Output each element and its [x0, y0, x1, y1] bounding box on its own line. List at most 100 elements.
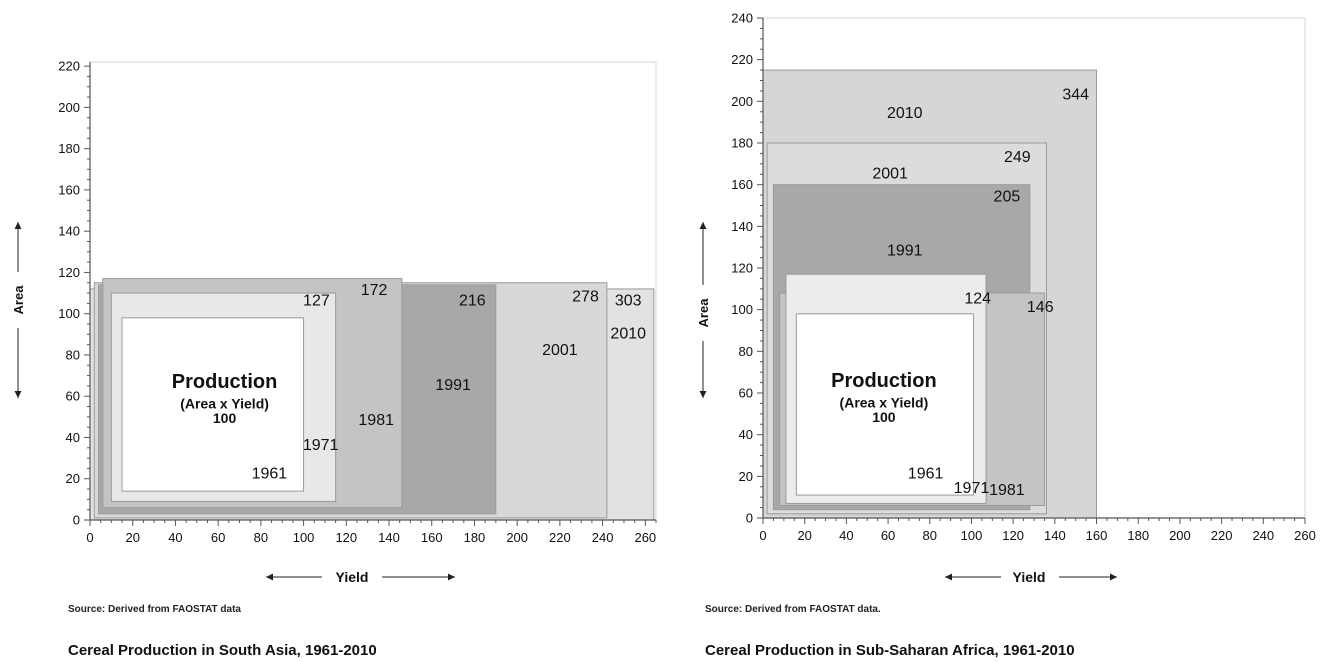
- source-note: Source: Derived from FAOSTAT data: [68, 604, 241, 615]
- year-label-2001: 2001: [542, 342, 578, 359]
- y-tick-label: 240: [731, 11, 753, 26]
- production-rect-1961: [121, 317, 305, 492]
- arrow-down-icon: [14, 391, 22, 398]
- index-label-2010: 344: [1062, 86, 1089, 103]
- x-tick-label: 200: [506, 530, 528, 545]
- chart-sub-saharan-africa: 0 20 40 60 80 100 120 140 160 180 200 220 240 260 0 20 4…: [696, 11, 1316, 586]
- y-tick-label: 140: [731, 219, 753, 234]
- arrow-left-icon: [266, 573, 273, 581]
- y-tick-label: 160: [731, 177, 753, 192]
- y-tick-label: 120: [731, 261, 753, 276]
- index-label-1991: 205: [994, 188, 1021, 205]
- production-base-label: 100: [213, 410, 237, 426]
- x-tick-label: 140: [1044, 528, 1066, 543]
- year-label-2001: 2001: [872, 165, 908, 182]
- x-tick-label: 0: [86, 530, 93, 545]
- x-tick-label: 100: [961, 528, 983, 543]
- year-label-1991: 1991: [435, 377, 471, 394]
- y-axis-label: Area: [11, 285, 26, 315]
- arrow-up-icon: [699, 222, 707, 229]
- y-tick-label: 100: [731, 302, 753, 317]
- x-tick-label: 60: [881, 528, 895, 543]
- index-label-1971: 127: [303, 292, 330, 309]
- year-label-1971: 1971: [954, 480, 990, 497]
- production-label: Production: [172, 371, 278, 393]
- year-label-1961: 1961: [252, 466, 288, 483]
- y-tick-label: 200: [58, 100, 80, 115]
- x-tick-label: 260: [634, 530, 656, 545]
- index-label-2001: 249: [1004, 149, 1031, 166]
- x-tick-label: 240: [1252, 528, 1274, 543]
- production-label: Production: [831, 370, 937, 392]
- x-tick-label: 20: [125, 530, 139, 545]
- x-tick-label: 80: [254, 530, 268, 545]
- x-tick-label: 220: [549, 530, 571, 545]
- index-label-1981: 172: [361, 282, 388, 299]
- x-tick-label: 100: [293, 530, 315, 545]
- y-axis-label: Area: [696, 298, 711, 328]
- x-tick-label: 180: [464, 530, 486, 545]
- y-tick-label: 140: [58, 224, 80, 239]
- index-label-1991: 216: [459, 292, 486, 309]
- x-tick-label: 160: [421, 530, 443, 545]
- arrow-down-icon: [699, 391, 707, 398]
- x-tick-label: 160: [1086, 528, 1108, 543]
- year-label-1981: 1981: [358, 412, 394, 429]
- production-rect-1961: [795, 313, 975, 496]
- x-tick-label: 120: [335, 530, 357, 545]
- y-tick-label: 60: [739, 386, 753, 401]
- y-tick-label: 20: [66, 471, 80, 486]
- index-label-2010: 303: [615, 292, 642, 309]
- y-tick-label: 80: [739, 344, 753, 359]
- production-sublabel: (Area x Yield): [840, 395, 929, 411]
- index-label-2001: 278: [572, 288, 599, 305]
- x-tick-label: 40: [168, 530, 182, 545]
- arrow-left-icon: [945, 573, 952, 581]
- year-label-2010: 2010: [610, 325, 646, 342]
- y-tick-label: 200: [731, 94, 753, 109]
- year-label-1971: 1971: [303, 437, 339, 454]
- x-tick-label: 40: [839, 528, 853, 543]
- y-tick-label: 180: [58, 141, 80, 156]
- chart-panel-sub-saharan-africa: 0 20 40 60 80 100 120 140 160 180 200 220 240 260 0 20 4…: [661, 0, 1322, 662]
- x-tick-label: 60: [211, 530, 225, 545]
- index-label-1971: 124: [964, 290, 991, 307]
- chart-title: Cereal Production in South Asia, 1961-20…: [68, 642, 377, 659]
- chart-panel-south-asia: 0 20 40 60 80 100 120 140 160 180 200 220 240 260 0 20 4…: [11, 59, 657, 659]
- y-tick-label: 220: [58, 59, 80, 74]
- year-label-2010: 2010: [887, 105, 923, 122]
- x-tick-label: 240: [592, 530, 614, 545]
- y-tick-label: 180: [731, 136, 753, 151]
- source-note: Source: Derived from FAOSTAT data.: [705, 604, 881, 615]
- year-label-1981: 1981: [989, 482, 1025, 499]
- chart-title: Cereal Production in Sub-Saharan Africa,…: [705, 642, 1075, 659]
- y-tick-label: 40: [66, 430, 80, 445]
- x-tick-label: 260: [1294, 528, 1316, 543]
- x-tick-label: 80: [923, 528, 937, 543]
- y-tick-label: 220: [731, 52, 753, 67]
- y-tick-label: 60: [66, 389, 80, 404]
- x-tick-label: 0: [759, 528, 766, 543]
- chart-south-asia: 0 20 40 60 80 100 120 140 160 180 200 220 240 260 0 20 4…: [11, 59, 657, 585]
- x-tick-label: 120: [1002, 528, 1024, 543]
- y-tick-label: 0: [73, 513, 80, 528]
- year-label-1991: 1991: [887, 243, 923, 260]
- x-tick-label: 180: [1127, 528, 1149, 543]
- x-axis-label: Yield: [336, 569, 369, 585]
- arrow-up-icon: [14, 222, 22, 229]
- x-tick-label: 200: [1169, 528, 1191, 543]
- x-tick-label: 220: [1211, 528, 1233, 543]
- y-tick-label: 80: [66, 347, 80, 362]
- y-tick-label: 20: [739, 469, 753, 484]
- production-sublabel: (Area x Yield): [180, 396, 269, 412]
- index-label-1981: 146: [1027, 299, 1054, 316]
- arrow-right-icon: [1110, 573, 1117, 581]
- x-tick-label: 140: [378, 530, 400, 545]
- y-tick-label: 120: [58, 265, 80, 280]
- arrow-right-icon: [448, 573, 455, 581]
- y-tick-label: 40: [739, 427, 753, 442]
- x-tick-label: 20: [797, 528, 811, 543]
- y-tick-label: 100: [58, 306, 80, 321]
- year-label-1961: 1961: [908, 465, 944, 482]
- y-tick-label: 160: [58, 182, 80, 197]
